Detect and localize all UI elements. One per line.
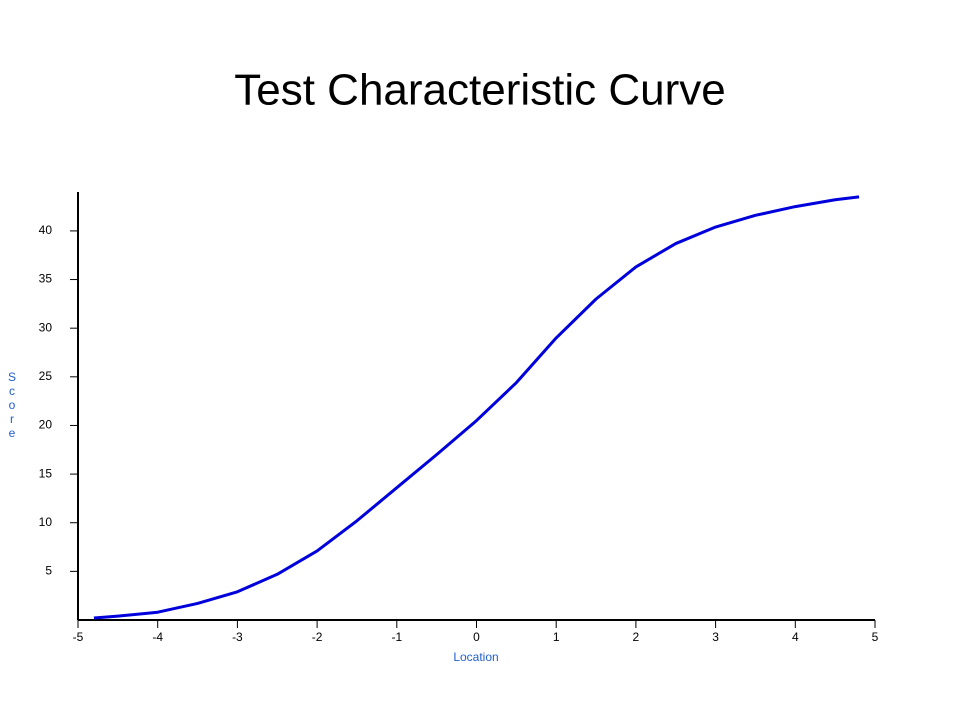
x-tick-label: -1 (391, 630, 402, 644)
x-tick-label: -3 (232, 630, 243, 644)
x-tick-label: 3 (712, 630, 719, 644)
x-tick-label: 5 (872, 630, 879, 644)
chart-title: Test Characteristic Curve (234, 66, 725, 115)
x-tick-label: 4 (792, 630, 799, 644)
y-tick-label: 20 (39, 418, 53, 432)
x-tick-label: -4 (152, 630, 163, 644)
y-tick-label: 10 (39, 515, 53, 529)
y-tick-label: 25 (39, 369, 53, 383)
y-tick-label: 35 (39, 272, 53, 286)
x-tick-label: -5 (73, 630, 84, 644)
x-tick-label: 1 (553, 630, 560, 644)
curve (93, 195, 860, 620)
y-tick-label: 15 (39, 466, 53, 480)
x-tick-label: 0 (473, 630, 480, 644)
y-axis-label: Score (5, 370, 19, 440)
y-tick-label: 5 (45, 564, 52, 578)
x-axis-label: Location (453, 650, 498, 664)
x-tick-label: -2 (312, 630, 323, 644)
y-tick-label: 30 (39, 320, 53, 334)
x-tick-label: 2 (633, 630, 640, 644)
y-tick-label: 40 (39, 223, 53, 237)
